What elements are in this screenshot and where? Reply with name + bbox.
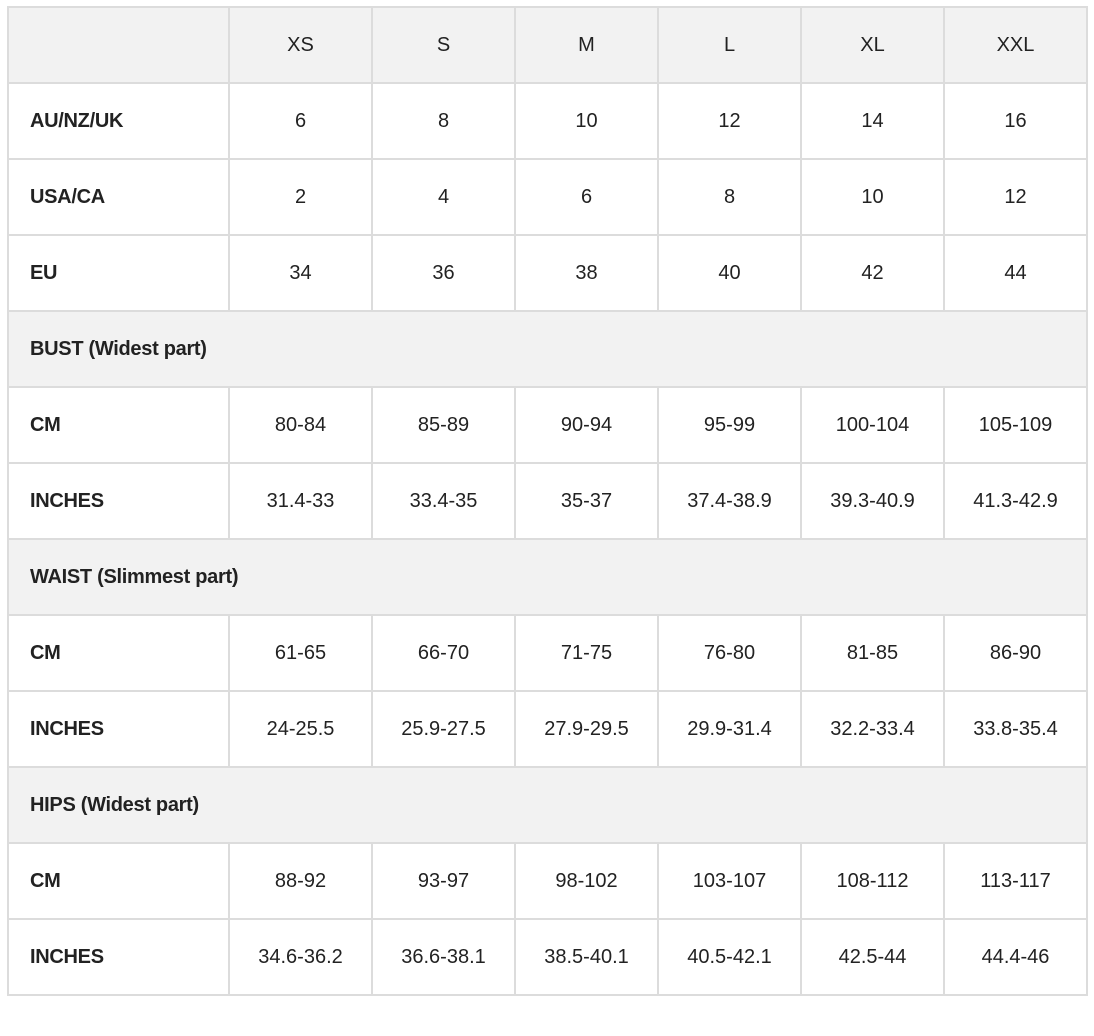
table-cell: 34.6-36.2 [228, 918, 373, 996]
table-cell: 39.3-40.9 [800, 462, 945, 540]
table-cell: 42 [800, 234, 945, 312]
table-cell: 12 [943, 158, 1088, 236]
table-cell: 86-90 [943, 614, 1088, 692]
table-cell: 98-102 [514, 842, 659, 920]
table-cell: 42.5-44 [800, 918, 945, 996]
table-cell: 36 [371, 234, 516, 312]
table-cell: 80-84 [228, 386, 373, 464]
table-cell: 40 [657, 234, 802, 312]
table-row: CM 88-92 93-97 98-102 103-107 108-112 11… [7, 842, 1088, 920]
table-cell: 32.2-33.4 [800, 690, 945, 768]
table-cell: 37.4-38.9 [657, 462, 802, 540]
row-label: AU/NZ/UK [7, 82, 230, 160]
table-cell: 90-94 [514, 386, 659, 464]
size-header-s: S [371, 6, 516, 84]
table-row: INCHES 31.4-33 33.4-35 35-37 37.4-38.9 3… [7, 462, 1088, 540]
size-chart-table: XS S M L XL XXL AU/NZ/UK 6 8 10 12 14 16… [7, 6, 1088, 996]
size-header-xs: XS [228, 6, 373, 84]
row-label: INCHES [7, 690, 230, 768]
table-cell: 10 [514, 82, 659, 160]
table-cell: 40.5-42.1 [657, 918, 802, 996]
table-row: EU 34 36 38 40 42 44 [7, 234, 1088, 312]
table-cell: 38.5-40.1 [514, 918, 659, 996]
table-cell: 105-109 [943, 386, 1088, 464]
table-cell: 44.4-46 [943, 918, 1088, 996]
table-cell: 33.8-35.4 [943, 690, 1088, 768]
table-cell: 6 [228, 82, 373, 160]
table-cell: 103-107 [657, 842, 802, 920]
table-cell: 8 [657, 158, 802, 236]
table-row: INCHES 34.6-36.2 36.6-38.1 38.5-40.1 40.… [7, 918, 1088, 996]
table-cell: 44 [943, 234, 1088, 312]
size-header-xl: XL [800, 6, 945, 84]
row-label: USA/CA [7, 158, 230, 236]
table-cell: 36.6-38.1 [371, 918, 516, 996]
section-title: BUST (Widest part) [7, 310, 1088, 388]
table-cell: 2 [228, 158, 373, 236]
table-cell: 16 [943, 82, 1088, 160]
row-label: CM [7, 842, 230, 920]
table-row: CM 80-84 85-89 90-94 95-99 100-104 105-1… [7, 386, 1088, 464]
size-header-row: XS S M L XL XXL [7, 6, 1088, 84]
size-chart: XS S M L XL XXL AU/NZ/UK 6 8 10 12 14 16… [7, 6, 1088, 996]
section-title: WAIST (Slimmest part) [7, 538, 1088, 616]
table-cell: 6 [514, 158, 659, 236]
table-cell: 14 [800, 82, 945, 160]
table-cell: 95-99 [657, 386, 802, 464]
table-row: USA/CA 2 4 6 8 10 12 [7, 158, 1088, 236]
table-cell: 12 [657, 82, 802, 160]
size-header-m: M [514, 6, 659, 84]
table-cell: 88-92 [228, 842, 373, 920]
table-cell: 93-97 [371, 842, 516, 920]
table-cell: 4 [371, 158, 516, 236]
section-header-hips: HIPS (Widest part) [7, 766, 1088, 844]
row-label: CM [7, 386, 230, 464]
section-header-waist: WAIST (Slimmest part) [7, 538, 1088, 616]
table-cell: 108-112 [800, 842, 945, 920]
section-title: HIPS (Widest part) [7, 766, 1088, 844]
table-cell: 8 [371, 82, 516, 160]
row-label: EU [7, 234, 230, 312]
table-cell: 41.3-42.9 [943, 462, 1088, 540]
row-label: CM [7, 614, 230, 692]
table-row: INCHES 24-25.5 25.9-27.5 27.9-29.5 29.9-… [7, 690, 1088, 768]
table-cell: 34 [228, 234, 373, 312]
table-cell: 27.9-29.5 [514, 690, 659, 768]
table-row: AU/NZ/UK 6 8 10 12 14 16 [7, 82, 1088, 160]
section-header-bust: BUST (Widest part) [7, 310, 1088, 388]
table-cell: 71-75 [514, 614, 659, 692]
table-cell: 25.9-27.5 [371, 690, 516, 768]
table-cell: 66-70 [371, 614, 516, 692]
table-cell: 61-65 [228, 614, 373, 692]
row-label: INCHES [7, 918, 230, 996]
table-cell: 113-117 [943, 842, 1088, 920]
table-cell: 81-85 [800, 614, 945, 692]
table-cell: 76-80 [657, 614, 802, 692]
table-cell: 38 [514, 234, 659, 312]
table-cell: 100-104 [800, 386, 945, 464]
header-corner-cell [7, 6, 230, 84]
table-cell: 29.9-31.4 [657, 690, 802, 768]
table-cell: 35-37 [514, 462, 659, 540]
table-cell: 33.4-35 [371, 462, 516, 540]
table-row: CM 61-65 66-70 71-75 76-80 81-85 86-90 [7, 614, 1088, 692]
table-cell: 10 [800, 158, 945, 236]
table-cell: 31.4-33 [228, 462, 373, 540]
row-label: INCHES [7, 462, 230, 540]
size-header-xxl: XXL [943, 6, 1088, 84]
size-header-l: L [657, 6, 802, 84]
table-cell: 24-25.5 [228, 690, 373, 768]
table-cell: 85-89 [371, 386, 516, 464]
